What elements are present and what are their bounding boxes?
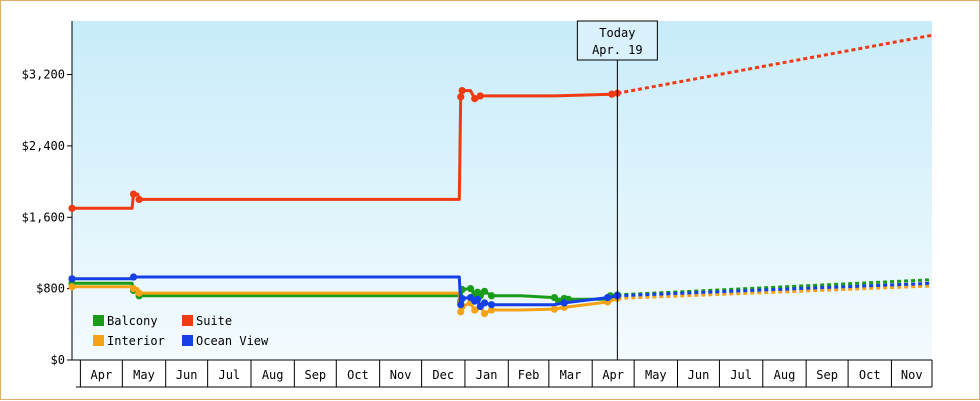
x-tick-label: May: [645, 368, 667, 382]
legend-item: Interior: [93, 334, 165, 348]
data-point: [480, 299, 489, 307]
x-tick-label: Nov: [901, 368, 923, 382]
x-tick-label: Oct: [347, 368, 369, 382]
y-tick-label: $800: [36, 282, 65, 296]
data-point: [457, 93, 465, 101]
data-point: [457, 301, 465, 309]
x-tick-label: Nov: [390, 368, 412, 382]
x-tick-label: Jan: [476, 368, 498, 382]
y-tick-label: $1,600: [22, 210, 65, 224]
data-point: [135, 195, 143, 204]
forecast-line: [617, 33, 933, 95]
y-tick-label: $0: [51, 353, 65, 367]
data-point: [480, 310, 489, 318]
x-tick-label: Jul: [730, 368, 752, 382]
legend-swatch: [182, 335, 193, 346]
data-point: [68, 275, 76, 283]
legend-label: Suite: [196, 314, 232, 328]
x-tick-label: Aug: [262, 368, 284, 382]
data-point: [129, 273, 138, 281]
y-tick-label: $2,400: [22, 139, 65, 153]
legend: Balcony Suite Interior Ocean View: [93, 314, 269, 348]
x-tick-label: Apr: [602, 368, 624, 382]
data-point: [487, 292, 496, 300]
data-point: [466, 285, 475, 293]
x-tick-label: May: [133, 368, 155, 382]
x-tick-label: Apr: [91, 368, 113, 382]
legend-label: Interior: [107, 334, 165, 348]
today-box: [576, 20, 658, 61]
data-point: [487, 301, 496, 309]
forecast-line: [617, 284, 933, 300]
today-marker: Today Apr. 19: [576, 20, 658, 360]
x-tick-label: Jul: [218, 368, 240, 382]
y-tick-label: $3,200: [22, 68, 65, 82]
data-point: [129, 285, 138, 293]
y-axis: $0 $800 $1,600 $2,400 $3,200: [22, 21, 73, 367]
series-layer: [68, 33, 933, 318]
x-tick-label: Sep: [816, 368, 838, 382]
x-tick-label: Dec: [432, 368, 454, 382]
legend-swatch: [93, 335, 104, 346]
data-point: [458, 294, 466, 303]
data-point: [68, 204, 76, 212]
x-axis: Apr May Jun Jul Aug Sep Oct Nov Dec Jan Feb Mar Apr M…: [72, 359, 933, 388]
data-point: [68, 283, 76, 291]
data-point: [471, 306, 479, 314]
data-point: [603, 293, 612, 302]
legend-swatch: [93, 315, 104, 326]
legend-swatch: [182, 315, 193, 326]
x-tick-label: Aug: [774, 368, 796, 382]
x-tick-label: Jun: [176, 368, 198, 382]
data-point: [560, 299, 568, 307]
data-point: [473, 295, 482, 303]
today-label: Today: [599, 26, 635, 40]
legend-item: Balcony: [93, 314, 158, 328]
x-tick-label: Feb: [518, 368, 540, 382]
data-point: [487, 306, 496, 314]
data-point: [129, 190, 138, 198]
x-tick-label: Mar: [560, 368, 582, 382]
x-tick-label: Oct: [859, 368, 881, 382]
legend-label: Ocean View: [196, 334, 269, 348]
x-tick-label: Sep: [304, 368, 326, 382]
today-date: Apr. 19: [592, 43, 643, 57]
data-point: [550, 305, 559, 313]
forecast-line: [617, 281, 933, 298]
data-point: [480, 287, 489, 295]
x-tick-label: Jun: [688, 368, 710, 382]
data-point: [458, 86, 466, 95]
data-point: [471, 95, 479, 103]
data-point: [135, 289, 143, 297]
data-point: [476, 92, 484, 100]
legend-item: Ocean View: [182, 334, 269, 348]
legend-label: Balcony: [107, 314, 158, 328]
data-point: [608, 90, 616, 98]
legend-item: Suite: [182, 314, 232, 328]
